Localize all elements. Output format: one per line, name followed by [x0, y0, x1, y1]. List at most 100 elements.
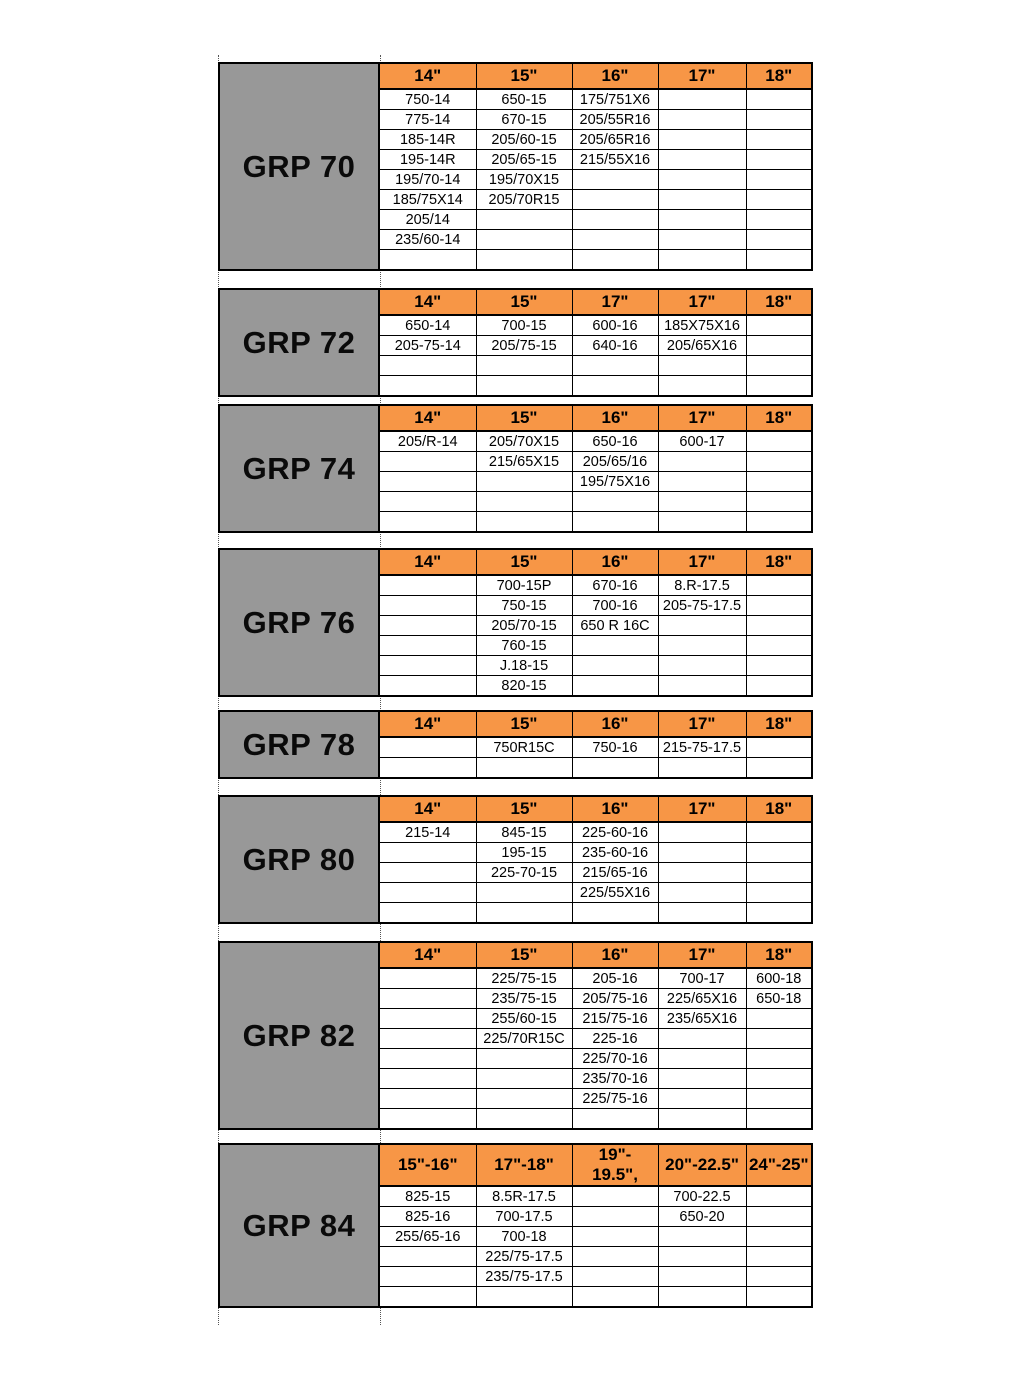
size-cell — [745, 595, 813, 616]
column-header: 15" — [475, 795, 573, 823]
size-cell: 235/60-14 — [378, 229, 477, 250]
size-table: 14" 15" 16" 17" 18" 750R15C 750-16 215-75-17.5 — [378, 710, 813, 779]
table-row — [378, 511, 813, 533]
size-cell — [378, 655, 477, 676]
size-cell — [745, 635, 813, 656]
size-table: 15"-16" 17"-18" 19"- 19.5", 20"-22.5" 24"-25… — [378, 1143, 813, 1308]
size-cell: 750-15 — [475, 595, 573, 616]
table-row: 700-15P 670-16 8.R-17.5 — [378, 574, 813, 596]
table-row: 195-14R 205/65-15 215/55X16 — [378, 149, 813, 170]
size-cell: 205/70X15 — [475, 430, 573, 452]
table-row: 195/75X16 — [378, 471, 813, 492]
table-row: 235/75-15 205/75-16 225/65X16 650-18 — [378, 988, 813, 1009]
column-header: 17" — [571, 288, 659, 316]
column-header: 17" — [657, 941, 747, 969]
size-cell — [657, 375, 747, 397]
group-section-grp-74: GRP 74 14" 15" 16" 17" 18" 205/R-14 205/70X15 65… — [218, 404, 813, 533]
size-cell — [657, 902, 747, 924]
size-cell — [745, 1068, 813, 1089]
group-label: GRP 72 — [218, 288, 378, 397]
table-row: 255/65-16 700-18 — [378, 1226, 813, 1247]
size-cell: 225/55X16 — [571, 882, 659, 903]
size-cell: 225/70R15C — [475, 1028, 573, 1049]
table-row — [378, 355, 813, 376]
size-cell — [657, 1048, 747, 1069]
size-cell — [745, 615, 813, 636]
header-row: 15"-16" 17"-18" 19"- 19.5", 20"-22.5" 24"-25… — [378, 1143, 813, 1187]
size-table: 14" 15" 17" 17" 18" 650-14 700-15 600-16 185X75X… — [378, 288, 813, 397]
size-cell — [571, 209, 659, 230]
header-row: 14" 15" 16" 17" 18" — [378, 795, 813, 823]
size-cell: 8.5R-17.5 — [475, 1185, 573, 1207]
size-cell: 215-75-17.5 — [657, 736, 747, 758]
column-header: 14" — [378, 941, 477, 969]
size-cell — [745, 1246, 813, 1267]
size-cell — [378, 902, 477, 924]
column-header: 14" — [378, 795, 477, 823]
table-row: 750-14 650-15 175/751X6 — [378, 88, 813, 110]
column-header: 17" — [657, 288, 747, 316]
size-cell: 215/65-16 — [571, 862, 659, 883]
size-cell: 195/75X16 — [571, 471, 659, 492]
size-cell — [657, 169, 747, 190]
size-cell: 205/14 — [378, 209, 477, 230]
size-cell — [745, 1286, 813, 1308]
group-section-grp-76: GRP 76 14" 15" 16" 17" 18" 700-15P 670-16 8.R-17… — [218, 548, 813, 697]
size-cell — [475, 209, 573, 230]
size-cell: 650-15 — [475, 88, 573, 110]
group-section-grp-70: GRP 70 14" 15" 16" 17" 18" 750-14 650-15 175/751… — [218, 62, 813, 271]
size-cell — [745, 1088, 813, 1109]
table-row — [378, 757, 813, 779]
column-header: 15" — [475, 941, 573, 969]
size-cell — [571, 169, 659, 190]
size-cell — [571, 511, 659, 533]
size-cell — [378, 511, 477, 533]
table-row: 215-14 845-15 225-60-16 — [378, 821, 813, 843]
size-cell — [378, 1286, 477, 1308]
size-cell: 820-15 — [475, 675, 573, 697]
group-label: GRP 82 — [218, 941, 378, 1130]
size-table: 14" 15" 16" 17" 18" 225/75-15 205-16 700-17 600-… — [378, 941, 813, 1130]
size-cell: 235/75-15 — [475, 988, 573, 1009]
size-cell: 8.R-17.5 — [657, 574, 747, 596]
size-cell: 205/R-14 — [378, 430, 477, 452]
size-cell — [657, 1226, 747, 1247]
table-row: 225/75-16 — [378, 1088, 813, 1109]
size-cell — [475, 491, 573, 512]
size-cell — [378, 842, 477, 863]
column-header: 14" — [378, 710, 477, 738]
size-cell: 225-16 — [571, 1028, 659, 1049]
table-row: 185-14R 205/60-15 205/65R16 — [378, 129, 813, 150]
size-cell — [745, 249, 813, 271]
size-cell — [378, 675, 477, 697]
size-cell: 225/75-15 — [475, 967, 573, 989]
size-cell — [378, 1048, 477, 1069]
size-cell — [657, 229, 747, 250]
size-cell: 825-15 — [378, 1185, 477, 1207]
size-cell: 225/75-17.5 — [475, 1246, 573, 1267]
size-cell — [571, 1286, 659, 1308]
size-cell — [657, 451, 747, 472]
column-header: 18" — [745, 941, 813, 969]
size-cell — [745, 1008, 813, 1029]
size-cell — [657, 109, 747, 130]
size-cell: 215/65X15 — [475, 451, 573, 472]
size-cell: 640-16 — [571, 335, 659, 356]
column-header: 20"-22.5" — [657, 1143, 747, 1187]
size-cell — [745, 1226, 813, 1247]
size-cell: 700-22.5 — [657, 1185, 747, 1207]
table-row: 235/75-17.5 — [378, 1266, 813, 1287]
table-row: 205/R-14 205/70X15 650-16 600-17 — [378, 430, 813, 452]
table-row: 225/70R15C 225-16 — [378, 1028, 813, 1049]
column-header: 24"-25" — [745, 1143, 813, 1187]
column-header: 17" — [657, 710, 747, 738]
size-cell — [571, 675, 659, 697]
size-cell — [657, 1246, 747, 1267]
size-cell: 750R15C — [475, 736, 573, 758]
size-cell — [657, 821, 747, 843]
size-cell: 185/75X14 — [378, 189, 477, 210]
header-row: 14" 15" 16" 17" 18" — [378, 548, 813, 576]
size-cell — [475, 902, 573, 924]
size-cell — [571, 902, 659, 924]
